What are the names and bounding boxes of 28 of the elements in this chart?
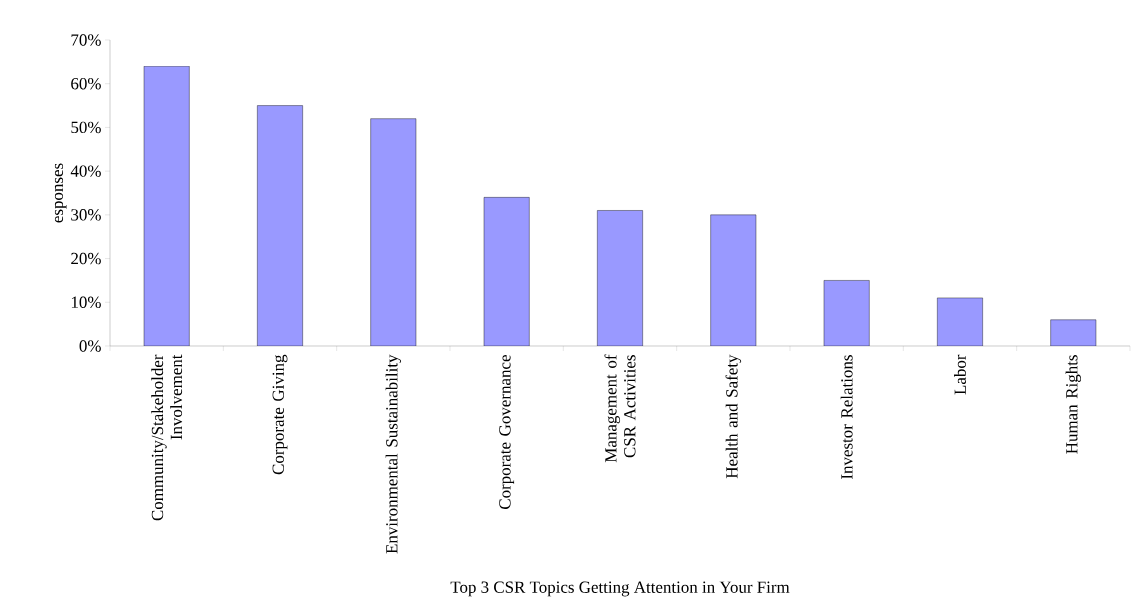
y-tick-label: 30% (71, 209, 101, 221)
x-tick-label: Environmental Sustainability (385, 354, 402, 554)
bar (597, 210, 643, 346)
x-tick-label: Corporate Giving (272, 354, 288, 475)
bar (1050, 319, 1097, 346)
x-tick-label: Human Rights (1065, 355, 1082, 454)
bar (710, 214, 757, 346)
y-tick-label: 70% (71, 34, 101, 46)
bar (257, 105, 303, 346)
bar (937, 297, 983, 346)
y-tick-label: 20% (71, 252, 101, 265)
x-tick-label: Corporate Governance (499, 355, 515, 510)
x-tick-label: Health and Safety (725, 354, 742, 479)
x-tick-label: Management of CSR Activities (604, 354, 636, 463)
y-tick-label: 10% (71, 296, 101, 309)
x-tick-label: Community/Stakeholder Involvement (151, 354, 183, 521)
y-tick-label: 0% (79, 340, 101, 352)
x-tick-label: Investor Relations (840, 355, 853, 480)
y-tick-label: 60% (71, 77, 101, 90)
bar (143, 66, 190, 346)
x-axis-title: Top 3 CSR Topics Getting Attention in Your Firm (450, 581, 790, 597)
y-axis-title: esponses (54, 163, 67, 223)
y-tick-label: 40% (70, 165, 101, 177)
bar (823, 280, 870, 346)
x-tick-label: Labor (954, 354, 966, 395)
bar (483, 197, 530, 346)
bar (370, 118, 417, 346)
y-tick-label: 50% (71, 121, 101, 134)
